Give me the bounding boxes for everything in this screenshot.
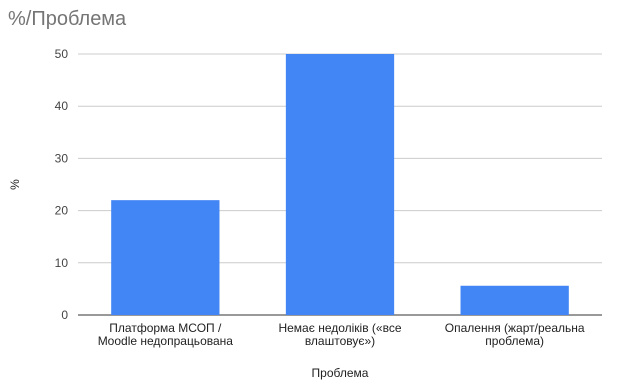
y-tick-label: 0	[61, 308, 68, 322]
y-tick-label: 40	[55, 99, 69, 113]
x-tick-label: Опалення (жарт/реальна проблема)	[445, 321, 585, 348]
x-axis-label: Проблема	[312, 366, 369, 380]
bar	[460, 285, 569, 315]
x-tick-label: Немає недоліків («все влаштовує»)	[278, 321, 401, 348]
y-tick-label: 20	[55, 204, 69, 218]
chart-title: %/Проблема	[8, 8, 127, 30]
y-axis-label: %	[8, 179, 22, 190]
bar	[285, 54, 395, 315]
y-tick-label: 30	[55, 151, 69, 165]
y-tick-label: 50	[55, 47, 69, 61]
bar	[111, 200, 220, 315]
y-tick-label: 10	[55, 256, 69, 270]
x-tick-label: Платформа МСОП / Moodle недопрацьована	[98, 321, 234, 348]
